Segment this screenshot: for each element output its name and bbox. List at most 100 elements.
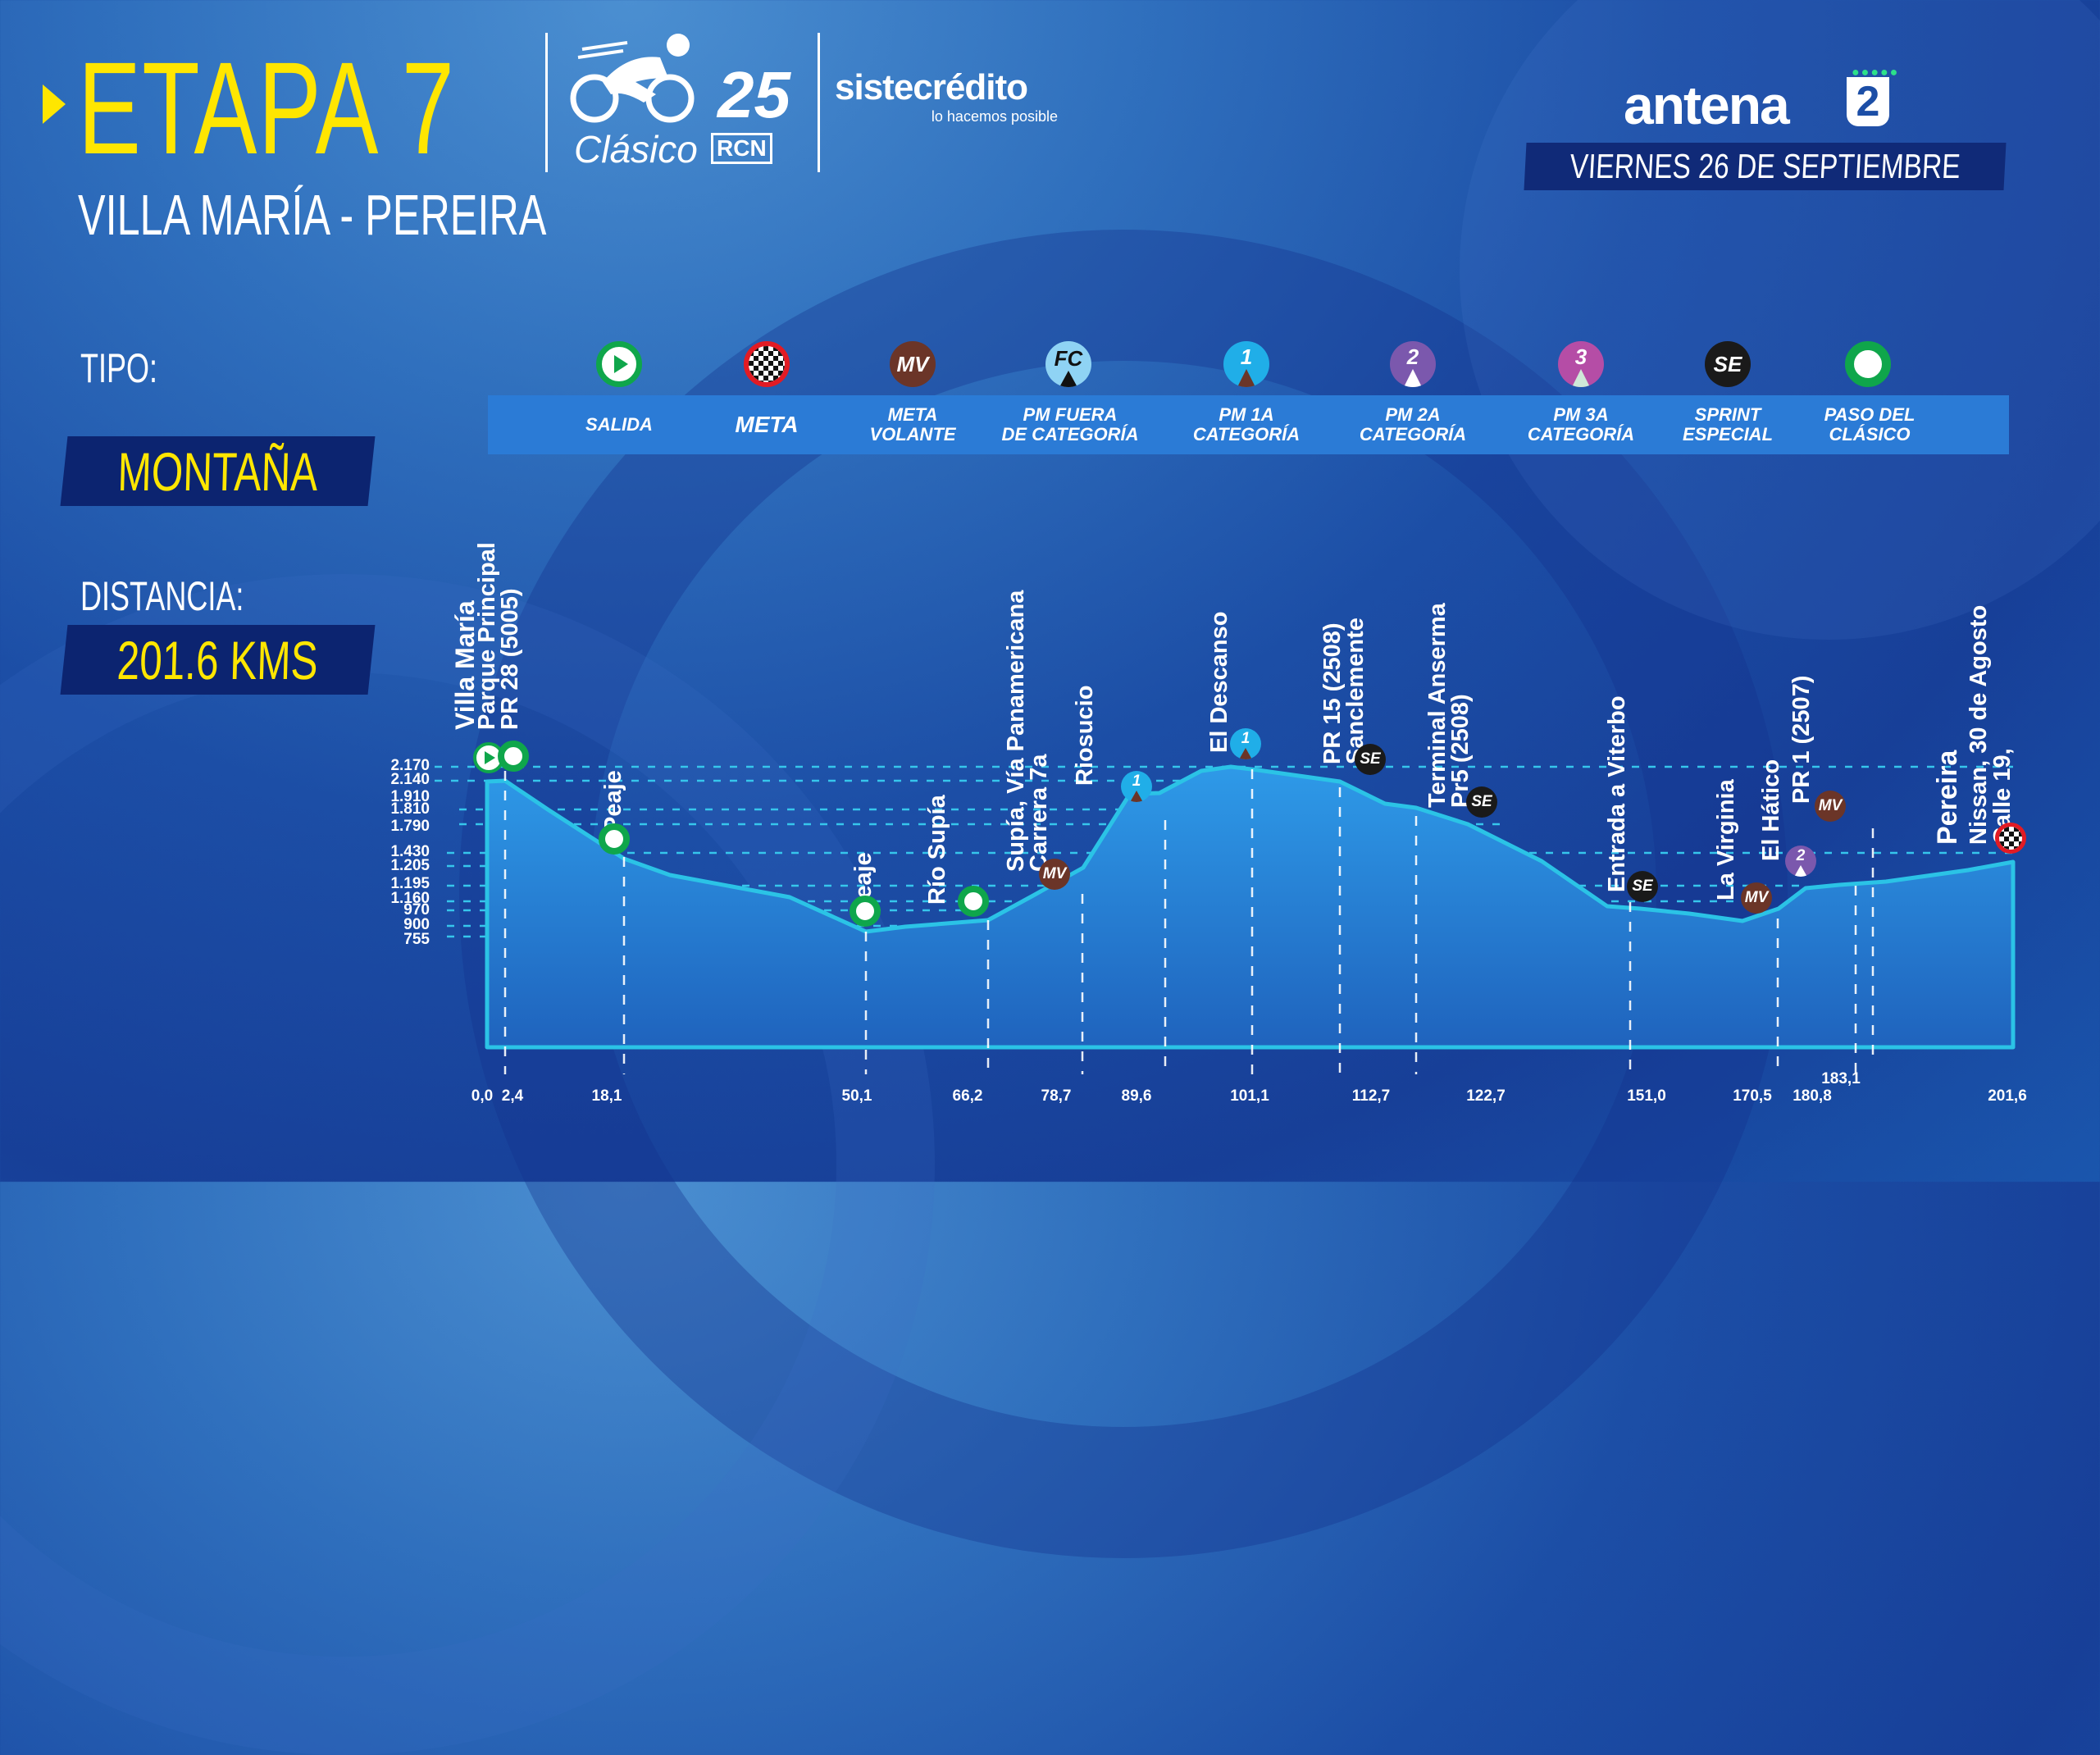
waypoint-label: Supía, Vía Panamericana — [1003, 590, 1029, 872]
broadcaster-dots: ●●●●● — [1852, 66, 1900, 80]
pass-marker-icon — [498, 741, 529, 772]
stage-title: ETAPA 7 — [78, 34, 456, 181]
broadcaster-number-icon: 2 — [1847, 77, 1889, 126]
waypoint-label: Pereira — [1932, 750, 1963, 845]
y-tick: 1.910 — [390, 788, 430, 805]
waypoint-label: Terminal Anserma — [1424, 603, 1451, 808]
se-marker-icon: SE — [1627, 871, 1658, 902]
clasico-logo: 25 Clásico RCN — [570, 33, 808, 172]
waypoint-label: Parque Principal — [474, 542, 500, 730]
waypoint-label: PR 28 (5005) — [497, 588, 523, 731]
waypoint-label: Carrera 7a — [1026, 754, 1052, 873]
y-tick: 1.160 — [390, 890, 430, 907]
y-tick: 2.170 — [390, 757, 430, 774]
type-label: TIPO: — [80, 345, 158, 391]
x-tick: 170,5 — [1733, 1087, 1772, 1105]
broadcaster-name: antena — [1624, 75, 1790, 135]
se-marker-icon: SE — [1466, 786, 1497, 818]
sponsor-name: sistecrédito — [835, 67, 1028, 107]
pass-point-icon — [1845, 341, 1891, 387]
x-tick: 0,0 — [471, 1087, 494, 1105]
cat1-climb-icon: 1 — [1223, 341, 1269, 387]
waypoint-label: El Descanso — [1206, 611, 1232, 753]
mv-marker-icon: MV — [1741, 882, 1772, 914]
elevation-area — [485, 764, 2016, 1050]
legend: MV FC 1 2 3 SE SALIDA META META VOLANTE P… — [488, 336, 2009, 455]
cat2-climb-icon: 2 — [1390, 341, 1436, 387]
pass-marker-icon — [850, 896, 881, 927]
x-tick: 18,1 — [591, 1087, 622, 1105]
finish-marker-icon — [1995, 823, 2026, 854]
y-tick: 755 — [403, 931, 430, 948]
vertical-gridlines — [503, 769, 1875, 1074]
x-tick: 78,7 — [1041, 1087, 1072, 1105]
sponsor-tagline: lo hacemos posible — [931, 108, 1058, 125]
y-tick: 900 — [403, 916, 430, 933]
waypoint-label: Pr5 (2508) — [1447, 694, 1474, 808]
legend-item-meta-volante: META VOLANTE — [869, 404, 956, 444]
special-sprint-icon: SE — [1705, 341, 1751, 387]
y-tick: 2.140 — [390, 771, 430, 788]
waypoint-label: La Virginia — [1713, 779, 1739, 900]
rcn-logo: RCN — [711, 133, 772, 164]
legend-item-pm-fuera: PM FUERA DE CATEGORÍA — [1001, 404, 1139, 444]
logo-divider-left — [545, 33, 548, 172]
waypoint-label: PR 1 (2507) — [1788, 675, 1815, 804]
clasico-logo-text: Clásico — [574, 128, 698, 171]
waypoint-label: PR 15 (2508) — [1319, 622, 1346, 765]
start-icon — [596, 341, 642, 387]
cyclist-icon — [570, 34, 695, 123]
x-tick: 89,6 — [1121, 1087, 1152, 1105]
x-tick: 122,7 — [1466, 1087, 1506, 1105]
hc-climb-icon: FC — [1045, 341, 1091, 387]
legend-item-pm-1a: PM 1A CATEGORÍA — [1192, 404, 1301, 444]
y-tick: 1.810 — [390, 800, 430, 818]
pass-marker-icon — [958, 886, 989, 917]
pass-marker-icon — [599, 823, 630, 855]
waypoint-label: Sanclemente — [1342, 618, 1369, 764]
waypoint-label: Nissan, 30 de Agosto — [1966, 604, 1992, 845]
legend-item-sprint-especial: SPRINT ESPECIAL — [1682, 404, 1774, 444]
y-tick: 1.790 — [390, 818, 430, 835]
x-tick: 201,6 — [1988, 1087, 2027, 1105]
x-tick: 112,7 — [1351, 1087, 1391, 1105]
cat2-marker-icon: 2 — [1785, 846, 1816, 877]
y-tick: 970 — [403, 901, 430, 919]
x-tick: 183,1 — [1821, 1070, 1861, 1087]
x-tick: 180,8 — [1793, 1087, 1832, 1105]
cat3-climb-icon: 3 — [1558, 341, 1604, 387]
clasico-logo-number: 25 — [717, 58, 790, 131]
distance-label: DISTANCIA: — [80, 573, 244, 619]
x-tick: 101,1 — [1230, 1087, 1269, 1105]
legend-item-paso-clasico: PASO DEL CLÁSICO — [1824, 404, 1916, 444]
y-tick: 1.195 — [390, 875, 430, 892]
y-tick: 1.205 — [390, 857, 430, 874]
finish-icon — [744, 341, 790, 387]
legend-item-salida: SALIDA — [585, 414, 653, 435]
x-tick: 50,1 — [841, 1087, 872, 1105]
legend-bar: SALIDA META META VOLANTE PM FUERA DE CATEG… — [488, 395, 2009, 454]
se-marker-icon: SE — [1355, 744, 1386, 775]
y-tick: 1.430 — [390, 843, 430, 860]
logo-divider-right — [818, 33, 820, 172]
broadcaster-logo: ●●●●● antena 2 — [1624, 66, 1911, 139]
route-title: VILLA MARÍA - PEREIRA — [78, 183, 547, 247]
stage-arrow-icon — [43, 84, 66, 124]
mv-marker-icon: MV — [1815, 791, 1846, 822]
x-tick: 2,4 — [501, 1087, 524, 1105]
cat1-marker-icon: 1 — [1230, 728, 1261, 759]
waypoint-label: Río Supía — [924, 795, 950, 905]
legend-item-pm-2a: PM 2A CATEGORÍA — [1359, 404, 1467, 444]
mv-marker-icon: MV — [1039, 859, 1070, 890]
intermediate-sprint-icon: MV — [890, 341, 936, 387]
elevation-profile-chart — [435, 764, 2016, 1074]
waypoint-label: Entrada a Viterbo — [1604, 695, 1630, 892]
waypoint-label: El Hático — [1758, 759, 1784, 861]
waypoint-label: Riosucio — [1072, 685, 1098, 786]
y-axis-labels: 2.170 2.140 1.910 1.810 1.790 1.430 1.20… — [344, 0, 430, 1182]
legend-item-meta: META — [735, 412, 799, 437]
x-tick: 66,2 — [952, 1087, 983, 1105]
legend-item-pm-3a: PM 3A CATEGORÍA — [1527, 404, 1635, 444]
sponsor-logo: sistecrédito lo hacemos posible — [835, 67, 1064, 125]
x-tick: 151,0 — [1627, 1087, 1666, 1105]
